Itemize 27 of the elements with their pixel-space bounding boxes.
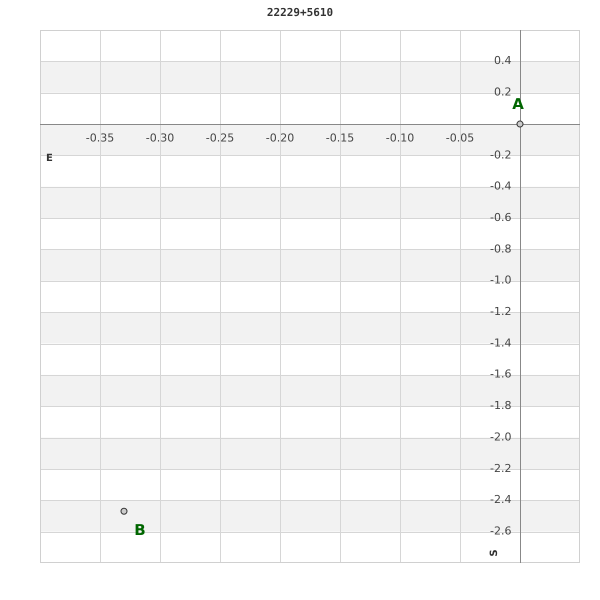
x-tick-label: -0.35 bbox=[86, 131, 114, 144]
y-tick-label: -2.2 bbox=[490, 462, 512, 475]
x-tick-label: -0.10 bbox=[386, 131, 414, 144]
x-tick-label: -0.20 bbox=[266, 131, 294, 144]
y-tick-label: -2.4 bbox=[490, 493, 512, 506]
y-tick-label: -1.2 bbox=[490, 305, 512, 318]
y-tick-label: -0.8 bbox=[490, 242, 512, 256]
y-tick-label: -2.0 bbox=[490, 430, 512, 444]
y-tick-label: -0.4 bbox=[490, 180, 512, 193]
x-tick-label: -0.05 bbox=[446, 131, 474, 144]
y-tick-label: -1.6 bbox=[490, 368, 512, 381]
y-tick-label: -1.4 bbox=[490, 336, 512, 350]
x-tick-label: -0.30 bbox=[146, 131, 174, 144]
x-tick-label: -0.25 bbox=[206, 131, 234, 144]
y-tick-label: 0.4 bbox=[494, 54, 512, 68]
x-axis-title: E bbox=[46, 153, 53, 164]
y-axis-title: S bbox=[489, 549, 500, 557]
y-tick-label: -0.2 bbox=[490, 148, 512, 162]
y-tick-label: -1.0 bbox=[490, 274, 512, 287]
y-tick-label: -1.8 bbox=[490, 399, 512, 412]
y-tick-label: 0.2 bbox=[494, 86, 512, 99]
y-tick-label: -0.6 bbox=[490, 210, 512, 224]
y-tick-label: -2.6 bbox=[490, 524, 512, 538]
annotation: A bbox=[512, 94, 524, 113]
annotation: B bbox=[134, 521, 146, 540]
chart-title: 22229+5610 bbox=[266, 6, 334, 19]
x-tick-label: -0.15 bbox=[326, 131, 354, 144]
